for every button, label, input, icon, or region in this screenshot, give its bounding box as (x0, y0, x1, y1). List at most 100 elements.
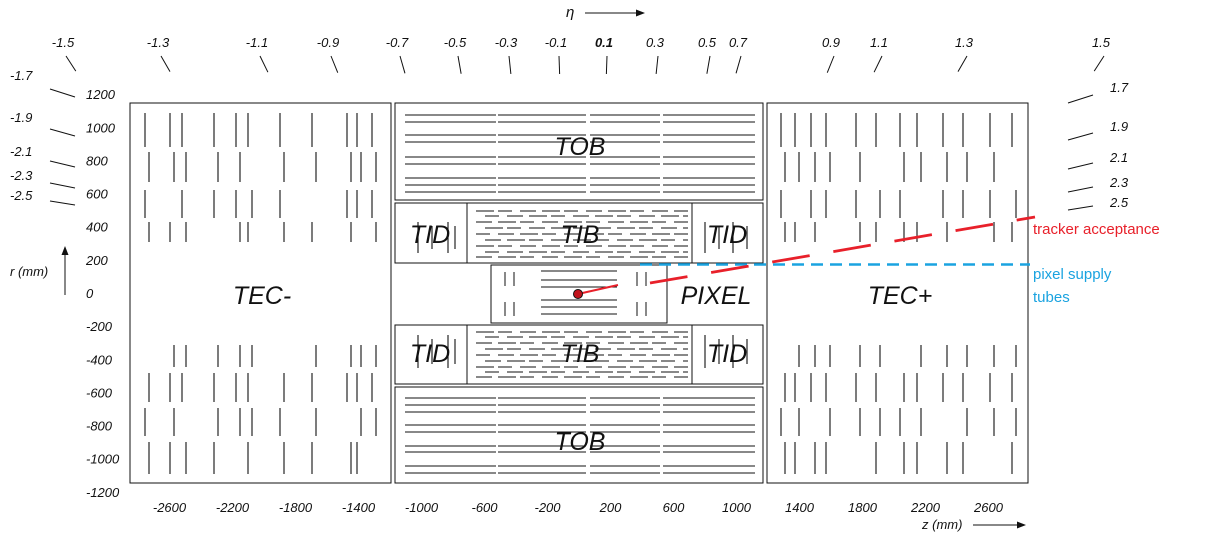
eta-tick-mark (706, 55, 711, 74)
eta-tick-mark (49, 160, 76, 168)
r-tick-label: -200 (86, 319, 113, 334)
z-axis-ticks: -2600 -2200 -1800 -1400 -1000 -600 -200 200 600 1… (153, 500, 1004, 515)
eta-top-ticks: -1.5 -1.3 -1.1 -0.9 -0.7 -0.5 -0.3 -0.1 0.1 0.3 0.… (52, 35, 1111, 75)
r-tick-label: -800 (86, 419, 113, 434)
eta-top-label: 0.9 (822, 35, 840, 50)
eta-top-label: -0.3 (495, 35, 518, 50)
eta-tick-mark (558, 55, 561, 75)
eta-tick-mark (1067, 162, 1094, 170)
eta-tick-mark (330, 55, 339, 73)
tec-plus-box (766, 102, 1029, 484)
label-tib-bottom: TIB (561, 340, 600, 368)
z-tick-label: 1800 (848, 500, 878, 515)
label-tid-top-right: TID (707, 221, 747, 249)
eta-right-label: 2.1 (1109, 150, 1128, 165)
eta-tick-mark (735, 55, 742, 74)
r-tick-label: 1000 (86, 120, 116, 135)
r-axis-arrowhead (61, 246, 69, 255)
eta-tick-mark (65, 55, 77, 72)
r-tick-label: -1200 (86, 485, 120, 500)
eta-top-label: -1.3 (147, 35, 170, 50)
eta-left-label: -1.7 (10, 68, 33, 83)
label-tid-top-left: TID (410, 221, 450, 249)
eta-axis-symbol: η (566, 4, 574, 21)
eta-tick-mark (259, 55, 269, 73)
eta-tick-mark (49, 200, 76, 206)
label-tib-top: TIB (561, 221, 600, 249)
eta-tick-mark (1067, 132, 1094, 141)
label-tob-bottom: TOB (555, 428, 606, 456)
eta-tick-mark (49, 128, 76, 137)
eta-left-label: -2.3 (10, 168, 33, 183)
r-tick-label: 0 (86, 286, 94, 301)
detector-boxes (129, 102, 1029, 484)
tec-modules (144, 113, 1017, 474)
r-tick-label: -1000 (86, 452, 120, 467)
eta-top-label: -0.5 (444, 35, 467, 50)
eta-top-label: -0.7 (386, 35, 409, 50)
eta-top-label: 0.5 (698, 35, 717, 50)
eta-top-label: 1.3 (955, 35, 974, 50)
eta-tick-mark (873, 55, 883, 73)
label-pixel: PIXEL (681, 282, 752, 310)
eta-tick-mark (160, 55, 171, 72)
eta-tick-mark (399, 55, 406, 74)
eta-right-label: 2.3 (1109, 175, 1129, 190)
z-tick-label: 2600 (973, 500, 1004, 515)
tob-top-box (394, 102, 764, 201)
eta-tick-mark (508, 55, 512, 74)
z-tick-label: -1800 (279, 500, 313, 515)
z-tick-label: 1000 (722, 500, 752, 515)
eta-tick-mark (1067, 94, 1094, 104)
z-axis-label: z (mm) (921, 517, 962, 532)
interaction-track-line (577, 284, 619, 295)
tracker-acceptance-line (649, 215, 1036, 285)
eta-top-label: 1.1 (870, 35, 888, 50)
eta-top-label: -0.1 (545, 35, 567, 50)
eta-tick-mark (605, 55, 608, 75)
z-tick-label: -1400 (342, 500, 376, 515)
z-tick-label: 600 (663, 500, 685, 515)
r-tick-label: 800 (86, 153, 108, 168)
eta-tick-mark (1093, 55, 1105, 72)
eta-right-label: 1.7 (1110, 80, 1129, 95)
eta-top-label: 1.5 (1092, 35, 1111, 50)
r-tick-label: 1200 (86, 87, 116, 102)
eta-tick-mark (826, 55, 835, 73)
tid-bottom-right-box (691, 324, 764, 385)
eta-top-label: 0.7 (729, 35, 748, 50)
label-tid-bottom-left: TID (410, 340, 450, 368)
eta-left-label: -2.5 (10, 188, 33, 203)
r-tick-label: 200 (85, 253, 108, 268)
z-tick-label: -600 (471, 500, 498, 515)
pixel-supply-label-line2: tubes (1033, 289, 1070, 306)
z-tick-label: 1400 (785, 500, 815, 515)
eta-right-label: 1.9 (1110, 119, 1128, 134)
eta-left-label: -1.9 (10, 110, 32, 125)
r-tick-label: 400 (86, 220, 108, 235)
r-axis-label: r (mm) (10, 264, 48, 279)
r-tick-label: 600 (86, 187, 108, 202)
eta-right-label: 2.5 (1109, 195, 1129, 210)
pixel-box (490, 264, 668, 324)
eta-top-label: -0.9 (317, 35, 339, 50)
tid-disks (417, 222, 748, 368)
eta-top-label: -1.1 (246, 35, 268, 50)
tec-minus-box (129, 102, 392, 484)
eta-top-label: 0.1 (595, 35, 613, 50)
eta-tick-mark (1067, 205, 1094, 211)
pixel-supply-label-line1: pixel supply (1033, 266, 1112, 283)
tid-top-right-box (691, 202, 764, 264)
eta-top-label: 0.3 (646, 35, 665, 50)
interaction-point (573, 289, 583, 299)
z-axis-arrowhead (1017, 521, 1026, 529)
eta-tick-mark (49, 88, 76, 98)
tracker-acceptance-label: tracker acceptance (1033, 221, 1160, 238)
z-tick-label: -2600 (153, 500, 187, 515)
eta-tick-mark (49, 182, 76, 189)
r-axis-ticks: 1200 1000 800 600 400 200 0 -200 -400 -600 -800 -10… (85, 87, 120, 500)
tib-layers (476, 210, 688, 378)
label-tob-top: TOB (555, 133, 606, 161)
